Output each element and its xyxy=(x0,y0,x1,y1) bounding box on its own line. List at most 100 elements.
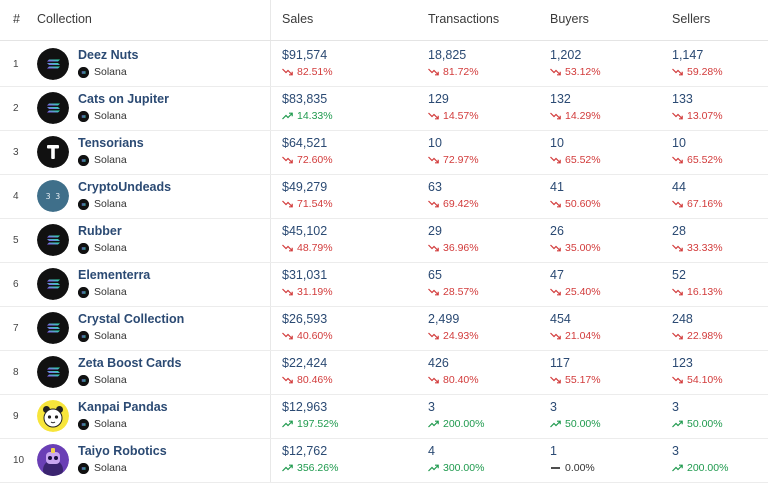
sales-change: 14.33% xyxy=(282,110,333,122)
collection-avatar[interactable] xyxy=(37,224,69,256)
transactions-value: 3 xyxy=(428,400,435,414)
buyers-change: 14.29% xyxy=(550,110,601,122)
collection-avatar[interactable]: 3 3 xyxy=(37,180,69,212)
chain-badge: Solana xyxy=(78,197,127,211)
collection-avatar[interactable] xyxy=(37,268,69,300)
transactions-change-value: 81.72% xyxy=(443,66,479,78)
table-row[interactable]: 5 Rubber Solana $45,102 48.79% 29 36.96% 26… xyxy=(0,218,768,263)
sales-change: 197.52% xyxy=(282,418,338,430)
transactions-change: 72.97% xyxy=(428,154,479,166)
table-row[interactable]: 4 3 3 CryptoUndeads Solana $49,279 71.54% 6… xyxy=(0,174,768,219)
trend-down-icon xyxy=(672,156,683,164)
chain-badge: Solana xyxy=(78,241,127,255)
sellers-change-value: 59.28% xyxy=(687,66,723,78)
collection-name-link[interactable]: Elementerra xyxy=(78,268,151,282)
sellers-change: 13.07% xyxy=(672,110,723,122)
collection-name-link[interactable]: Crystal Collection xyxy=(78,312,185,326)
collection-avatar[interactable] xyxy=(37,312,69,344)
collection-name-link[interactable]: Rubber xyxy=(78,224,122,238)
robot-icon xyxy=(37,444,69,476)
sellers-value: 123 xyxy=(672,356,693,370)
sellers-change-value: 33.33% xyxy=(687,242,723,254)
transactions-change-value: 14.57% xyxy=(443,110,479,122)
trend-up-icon xyxy=(428,464,439,472)
svg-text:3 3: 3 3 xyxy=(46,192,61,201)
sellers-value: 44 xyxy=(672,180,686,194)
transactions-value: 129 xyxy=(428,92,449,106)
sales-change: 356.26% xyxy=(282,462,338,474)
collection-avatar[interactable] xyxy=(37,444,69,476)
trend-down-icon xyxy=(428,156,439,164)
collection-avatar[interactable] xyxy=(37,356,69,388)
trend-up-icon xyxy=(282,112,293,120)
header-sales[interactable]: Sales xyxy=(282,12,314,26)
trend-down-icon xyxy=(282,244,293,252)
collection-avatar[interactable] xyxy=(37,400,69,432)
collection-name-link[interactable]: Tensorians xyxy=(78,136,144,150)
collection-avatar[interactable] xyxy=(37,92,69,124)
table-row[interactable]: 8 Zeta Boost Cards Solana $22,424 80.46% 4… xyxy=(0,350,768,395)
header-buyers[interactable]: Buyers xyxy=(550,12,589,26)
header-collection[interactable]: Collection xyxy=(37,12,92,26)
trend-down-icon xyxy=(550,288,561,296)
table-row[interactable]: 10 Taiyo Robotics Solana $12,762 356.26% 4… xyxy=(0,438,768,483)
chain-label: Solana xyxy=(94,330,127,342)
buyers-change-value: 0.00% xyxy=(565,462,595,474)
collection-name-link[interactable]: Taiyo Robotics xyxy=(78,444,167,458)
chain-label: Solana xyxy=(94,462,127,474)
buyers-change: 25.40% xyxy=(550,286,601,298)
table-row[interactable]: 3 Tensorians Solana $64,521 72.60% 10 72.9… xyxy=(0,130,768,175)
buyers-change: 53.12% xyxy=(550,66,601,78)
header-transactions[interactable]: Transactions xyxy=(428,12,500,26)
header-rank: # xyxy=(13,12,20,26)
table-row[interactable]: 9 Kanpai Pandas Solana $12,963 197.52% 3 2… xyxy=(0,394,768,439)
transactions-value: 10 xyxy=(428,136,442,150)
collection-name-link[interactable]: Cats on Jupiter xyxy=(78,92,169,106)
chain-badge: Solana xyxy=(78,285,127,299)
sales-value: $83,835 xyxy=(282,92,328,106)
buyers-change: 50.00% xyxy=(550,418,601,430)
trend-down-icon xyxy=(282,200,293,208)
buyers-change: 65.52% xyxy=(550,154,601,166)
trend-down-icon xyxy=(672,376,683,384)
collection-name-link[interactable]: CryptoUndeads xyxy=(78,180,172,194)
row-rank: 5 xyxy=(13,235,19,246)
transactions-change-value: 28.57% xyxy=(443,286,479,298)
header-sellers[interactable]: Sellers xyxy=(672,12,711,26)
table-row[interactable]: 2 Cats on Jupiter Solana $83,835 14.33% 12… xyxy=(0,86,768,131)
trend-down-icon xyxy=(282,288,293,296)
table-row[interactable]: 6 Elementerra Solana $31,031 31.19% 65 28.… xyxy=(0,262,768,307)
sales-change-value: 197.52% xyxy=(297,418,339,430)
trend-down-icon xyxy=(672,200,683,208)
buyers-value: 10 xyxy=(550,136,564,150)
collection-avatar[interactable] xyxy=(37,136,69,168)
transactions-value: 63 xyxy=(428,180,442,194)
sellers-value: 248 xyxy=(672,312,693,326)
buyers-change: 35.00% xyxy=(550,242,601,254)
buyers-change-value: 21.04% xyxy=(565,330,601,342)
chain-label: Solana xyxy=(94,374,127,386)
sales-change: 40.60% xyxy=(282,330,333,342)
buyers-value: 117 xyxy=(550,356,570,370)
trend-down-icon xyxy=(428,112,439,120)
sellers-value: 28 xyxy=(672,224,686,238)
trend-down-icon xyxy=(282,68,293,76)
collection-name-link[interactable]: Kanpai Pandas xyxy=(78,400,168,414)
sales-value: $12,762 xyxy=(282,444,328,458)
sellers-value: 10 xyxy=(672,136,686,150)
trend-down-icon xyxy=(550,156,561,164)
collection-name-link[interactable]: Zeta Boost Cards xyxy=(78,356,182,370)
buyers-change-value: 50.00% xyxy=(565,418,601,430)
table-row[interactable]: 1 Deez Nuts Solana $91,574 82.51% 18,825 8… xyxy=(0,42,768,87)
transactions-change-value: 24.93% xyxy=(443,330,479,342)
chain-badge: Solana xyxy=(78,329,127,343)
collection-name-link[interactable]: Deez Nuts xyxy=(78,48,139,62)
sellers-change-value: 65.52% xyxy=(687,154,723,166)
no-change-icon xyxy=(550,464,561,472)
sellers-change-value: 200.00% xyxy=(687,462,729,474)
table-row[interactable]: 7 Crystal Collection Solana $26,593 40.60… xyxy=(0,306,768,351)
transactions-value: 18,825 xyxy=(428,48,467,62)
collection-avatar[interactable] xyxy=(37,48,69,80)
sales-change-value: 356.26% xyxy=(297,462,339,474)
